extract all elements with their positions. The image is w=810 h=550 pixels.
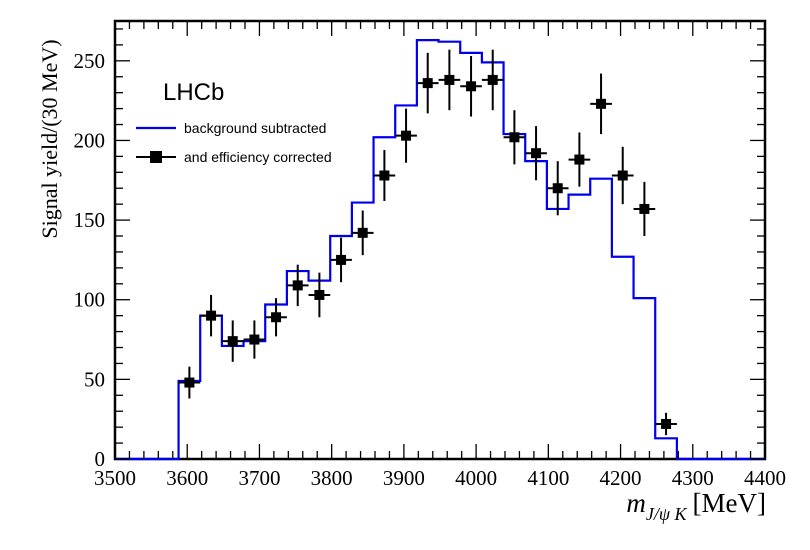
y-tick-label: 0 bbox=[95, 447, 106, 471]
data-point bbox=[655, 412, 677, 436]
plot-frame bbox=[113, 19, 767, 461]
y-tick-label: 100 bbox=[74, 288, 106, 312]
data-points-layer bbox=[178, 49, 677, 436]
histogram-line bbox=[115, 39, 765, 461]
point-marker bbox=[401, 130, 412, 141]
legend-points-swatch-marker bbox=[150, 151, 162, 163]
data-point bbox=[460, 56, 482, 117]
point-marker bbox=[292, 280, 303, 291]
x-axis-label-subscript: J/ψ K bbox=[646, 504, 688, 524]
point-marker bbox=[249, 334, 260, 345]
legend-entry-points: and efficiency corrected bbox=[184, 149, 332, 165]
data-point bbox=[243, 320, 266, 359]
x-tick-label: 3900 bbox=[383, 466, 425, 490]
data-point bbox=[178, 366, 201, 399]
data-point bbox=[590, 73, 612, 135]
x-tick-label: 3500 bbox=[94, 466, 136, 490]
data-point bbox=[503, 110, 526, 165]
data-point bbox=[481, 49, 504, 111]
data-point bbox=[308, 272, 331, 318]
axis-ticks-layer bbox=[114, 21, 766, 460]
y-tick-label: 250 bbox=[74, 49, 106, 73]
legend-entry-histogram: background subtracted bbox=[184, 120, 326, 136]
experiment-label: LHCb bbox=[163, 79, 224, 106]
x-tick-label: 4400 bbox=[744, 466, 786, 490]
data-point bbox=[546, 161, 569, 216]
point-marker bbox=[617, 170, 628, 181]
point-marker bbox=[596, 98, 607, 109]
point-marker bbox=[227, 336, 238, 347]
point-marker bbox=[552, 183, 563, 194]
point-marker bbox=[422, 78, 433, 89]
data-point bbox=[633, 181, 656, 237]
y-tick-labels: 0 50 100 150 200 250 bbox=[74, 49, 106, 471]
histogram-layer bbox=[115, 39, 765, 461]
data-point bbox=[416, 52, 439, 114]
point-marker bbox=[271, 312, 282, 323]
data-point bbox=[286, 264, 309, 307]
point-marker bbox=[661, 418, 672, 429]
x-axis-label-unit: [MeV] bbox=[693, 488, 766, 518]
point-marker bbox=[314, 289, 325, 300]
data-point bbox=[525, 126, 547, 181]
point-marker bbox=[336, 254, 347, 265]
legend: background subtracted and efficiency cor… bbox=[136, 120, 332, 165]
point-marker bbox=[487, 74, 498, 85]
x-tick-label: 4000 bbox=[455, 466, 497, 490]
x-tick-label: 4300 bbox=[672, 466, 714, 490]
data-point bbox=[611, 146, 634, 205]
x-tick-label: 3700 bbox=[238, 466, 280, 490]
point-marker bbox=[574, 154, 585, 165]
point-marker bbox=[509, 132, 520, 143]
point-marker bbox=[357, 227, 368, 238]
data-point bbox=[395, 108, 417, 163]
x-tick-label: 4100 bbox=[527, 466, 569, 490]
point-marker bbox=[184, 377, 195, 388]
x-tick-label: 4200 bbox=[600, 466, 642, 490]
data-point bbox=[351, 210, 374, 256]
point-marker bbox=[206, 310, 217, 321]
y-tick-label: 200 bbox=[74, 128, 106, 152]
data-point bbox=[373, 150, 396, 201]
x-tick-labels: 3500 3600 3700 3800 3900 4000 4100 4200 4300 4400 bbox=[94, 466, 786, 490]
y-tick-label: 150 bbox=[74, 208, 106, 232]
y-axis-label: Signal yield/(30 MeV) bbox=[37, 39, 62, 238]
x-tick-label: 3600 bbox=[166, 466, 208, 490]
data-point bbox=[200, 294, 222, 337]
x-axis-label: mJ/ψ K [MeV] bbox=[626, 488, 766, 524]
x-tick-label: 3800 bbox=[311, 466, 353, 490]
data-point bbox=[568, 132, 591, 187]
point-marker bbox=[639, 203, 650, 214]
data-point bbox=[221, 320, 244, 362]
x-axis-label-variable: m bbox=[626, 488, 646, 518]
point-marker bbox=[444, 74, 455, 85]
y-tick-label: 50 bbox=[84, 367, 105, 391]
plot-area bbox=[113, 19, 767, 461]
data-point bbox=[265, 298, 287, 337]
data-point bbox=[330, 237, 352, 283]
point-marker bbox=[531, 148, 542, 159]
data-point bbox=[438, 49, 461, 111]
point-marker bbox=[466, 81, 477, 92]
point-marker bbox=[379, 170, 390, 181]
